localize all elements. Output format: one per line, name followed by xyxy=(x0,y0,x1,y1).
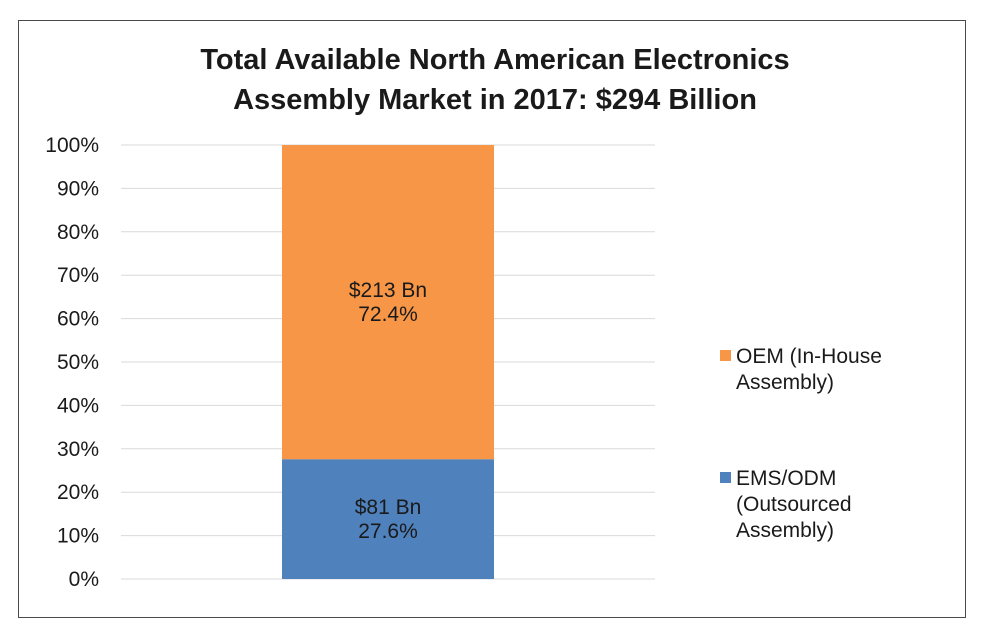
legend-swatch-ems-odm xyxy=(720,472,731,483)
y-tick-label: 40% xyxy=(57,394,99,417)
chart-title: Total Available North American Electroni… xyxy=(200,44,789,116)
legend-label: Assembly) xyxy=(736,519,834,542)
legend-swatch-oem xyxy=(720,350,731,361)
y-tick-label: 20% xyxy=(57,481,99,504)
chart-title-line-2: Assembly Market in 2017: $294 Billion xyxy=(233,84,757,116)
legend-label: EMS/ODM xyxy=(736,467,836,490)
y-tick-label: 10% xyxy=(57,525,99,548)
stacked-bar xyxy=(282,145,494,579)
chart-frame: Total Available North American Electroni… xyxy=(18,20,966,618)
y-tick-label: 0% xyxy=(69,568,99,591)
y-tick-label: 30% xyxy=(57,438,99,461)
legend-label: Assembly) xyxy=(736,371,834,394)
y-tick-label: 70% xyxy=(57,264,99,287)
data-label: 27.6% xyxy=(358,520,418,543)
data-label: 72.4% xyxy=(358,303,418,326)
data-label: $81 Bn xyxy=(355,496,422,519)
y-tick-label: 100% xyxy=(45,134,99,157)
legend-label: (Outsourced xyxy=(736,493,852,516)
data-label: $213 Bn xyxy=(349,279,427,302)
y-tick-label: 90% xyxy=(57,177,99,200)
bar-segment-oem xyxy=(282,145,494,460)
y-tick-label: 60% xyxy=(57,308,99,331)
bar-segment-ems-odm xyxy=(282,459,494,579)
y-axis-tick-labels: 0% 10% 20% 30% 40% 50% 60% 70% 80% 90% 100% xyxy=(45,134,99,591)
chart-svg: Total Available North American Electroni… xyxy=(45,44,882,591)
y-tick-label: 80% xyxy=(57,221,99,244)
y-tick-label: 50% xyxy=(57,351,99,374)
legend: OEM (In-House Assembly) EMS/ODM (Outsourced… xyxy=(720,345,882,542)
legend-label: OEM (In-House xyxy=(736,345,882,368)
chart-title-line-1: Total Available North American Electroni… xyxy=(200,44,789,76)
